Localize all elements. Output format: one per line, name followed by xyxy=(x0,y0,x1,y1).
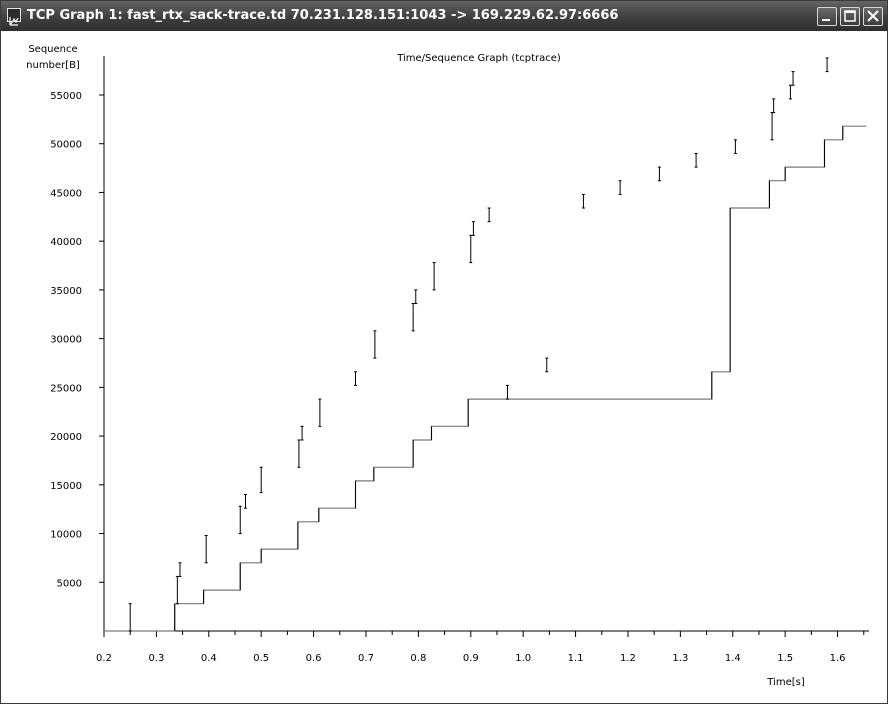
segment-mark xyxy=(545,357,549,373)
segment-mark xyxy=(432,262,436,291)
ack-step-polyline xyxy=(104,125,867,632)
segment-mark xyxy=(175,575,179,605)
maximize-icon xyxy=(844,10,856,22)
y-tick-label: 45000 xyxy=(50,188,82,199)
segment-mark xyxy=(733,139,737,154)
x-ticks: 0.2 0.3 0.4 0.5 0.6 0.7 0.8 0.9 1.0 1.1 1.2 1.3 1.4 1… xyxy=(96,631,865,664)
segment-mark xyxy=(411,303,415,332)
x-axis-label: Time[s] xyxy=(766,677,805,688)
segment-mark xyxy=(581,193,585,209)
segment-mark xyxy=(243,494,247,509)
segment-mark xyxy=(791,71,795,86)
segment-mark xyxy=(825,57,829,73)
x-tick-label: 0.2 xyxy=(96,653,112,664)
x-tick-label: 1.0 xyxy=(515,653,531,664)
minimize-icon xyxy=(822,19,830,21)
x-tick-label: 0.8 xyxy=(410,653,426,664)
chart-title: Time/Sequence Graph (tcptrace) xyxy=(396,53,561,64)
y-tick-label: 35000 xyxy=(50,286,82,297)
axes xyxy=(103,56,869,632)
segment-mark xyxy=(238,505,242,535)
y-axis-label-line-1: Sequence xyxy=(28,44,77,55)
segment-mark xyxy=(772,98,776,114)
segment-mark xyxy=(354,371,358,386)
y-tick-label: 15000 xyxy=(50,481,82,492)
time-sequence-chart[interactable]: Time/Sequence Graph (tcptrace) Sequence … xyxy=(5,31,884,701)
title-bar[interactable]: TCP Graph 1: fast_rtx_sack-trace.td 70.2… xyxy=(1,1,887,31)
y-tick-label: 50000 xyxy=(50,140,82,151)
x-tick-label: 1.4 xyxy=(725,653,741,664)
x-tick-label: 1.5 xyxy=(777,653,793,664)
y-tick-label: 40000 xyxy=(50,237,82,248)
segment-mark xyxy=(128,603,132,632)
segment-mark xyxy=(505,384,509,400)
app-icon[interactable] xyxy=(7,8,21,26)
y-tick-label: 25000 xyxy=(50,383,82,394)
plot-area[interactable]: Time/Sequence Graph (tcptrace) Sequence … xyxy=(5,31,884,701)
x-tick-label: 1.3 xyxy=(672,653,688,664)
segment-marks xyxy=(128,57,829,632)
y-tick-label: 20000 xyxy=(50,432,82,443)
x-tick-label: 0.4 xyxy=(201,653,217,664)
segment-mark xyxy=(618,180,622,195)
x-tick-label: 0.6 xyxy=(306,653,322,664)
segment-mark xyxy=(373,330,377,359)
segment-mark xyxy=(297,439,301,468)
close-button[interactable] xyxy=(863,7,883,26)
x-tick-label: 0.7 xyxy=(358,653,374,664)
y-tick-label: 5000 xyxy=(57,578,82,589)
ack-step-line xyxy=(104,125,867,632)
graph-app-glyph xyxy=(9,17,19,26)
close-icon xyxy=(867,10,879,22)
segment-mark xyxy=(770,112,774,141)
segment-mark xyxy=(788,84,792,100)
segment-mark xyxy=(178,562,182,577)
x-tick-label: 1.1 xyxy=(568,653,584,664)
segment-mark xyxy=(657,166,661,182)
y-tick-label: 30000 xyxy=(50,335,82,346)
segment-mark xyxy=(300,425,304,441)
y-tick-label: 55000 xyxy=(50,91,82,102)
segment-mark xyxy=(694,152,698,168)
x-tick-label: 1.2 xyxy=(620,653,636,664)
x-tick-label: 1.6 xyxy=(830,653,846,664)
x-tick-label: 0.3 xyxy=(148,653,164,664)
segment-mark xyxy=(487,207,491,223)
segment-mark xyxy=(318,398,322,427)
segment-mark xyxy=(471,221,475,236)
x-tick-label: 0.9 xyxy=(463,653,479,664)
segment-mark xyxy=(469,234,473,264)
segment-mark xyxy=(204,534,208,564)
segment-mark xyxy=(259,466,263,494)
maximize-button[interactable] xyxy=(840,7,860,26)
y-ticks: 5000 10000 15000 20000 25000 30000 35000 40000 4… xyxy=(50,91,104,589)
y-axis-label-line-2: number[B] xyxy=(26,60,80,71)
minimize-button[interactable] xyxy=(817,7,837,26)
segment-mark xyxy=(414,289,418,305)
y-tick-label: 10000 xyxy=(50,530,82,541)
window-title: TCP Graph 1: fast_rtx_sack-trace.td 70.2… xyxy=(27,8,619,23)
x-tick-label: 0.5 xyxy=(253,653,269,664)
